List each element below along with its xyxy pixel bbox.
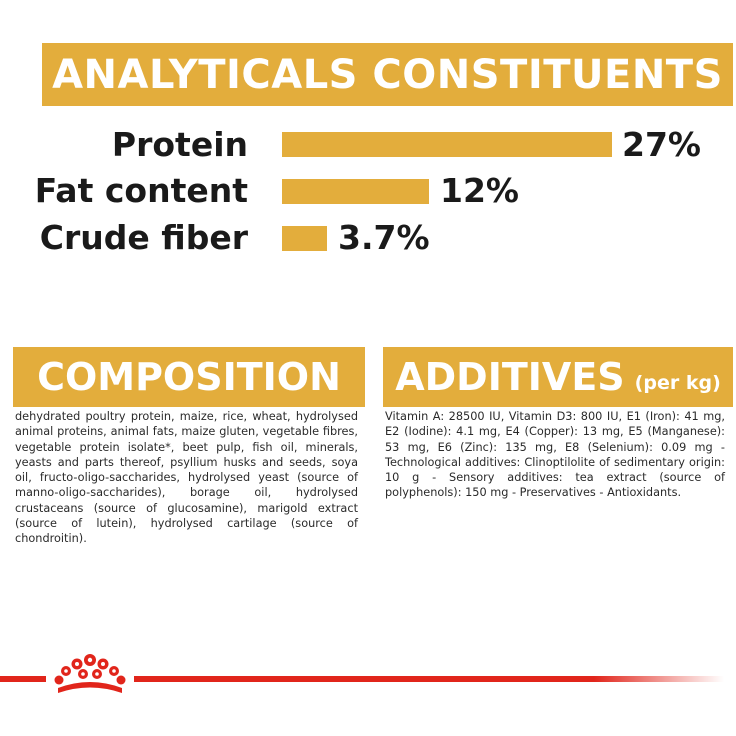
fat-bar [282,179,429,204]
additives-text: Vitamin A: 28500 IU, Vitamin D3: 800 IU,… [385,410,725,500]
protein-bar [282,132,612,157]
fiber-value: 3.7% [338,218,430,257]
additives-unit: (per kg) [634,372,721,394]
composition-banner: COMPOSITION [13,347,365,407]
analyticals-banner: ANALYTICALS CONSTITUENTS [42,43,733,106]
protein-value: 27% [622,125,701,164]
additives-banner: ADDITIVES (per kg) [383,347,733,407]
protein-label: Protein [111,125,248,164]
royal-canin-crown-icon [54,654,126,693]
fiber-bar [282,226,327,251]
additives-title: ADDITIVES [395,355,625,399]
brand-line-right [134,676,724,682]
composition-text: dehydrated poultry protein, maize, rice,… [15,410,358,546]
composition-title: COMPOSITION [37,355,341,399]
analyticals-title: ANALYTICALS CONSTITUENTS [52,51,723,98]
fat-value: 12% [440,171,519,210]
brand-line-left [0,676,46,682]
fiber-label: Crude fiber [39,218,248,257]
fat-label: Fat content [34,171,248,210]
